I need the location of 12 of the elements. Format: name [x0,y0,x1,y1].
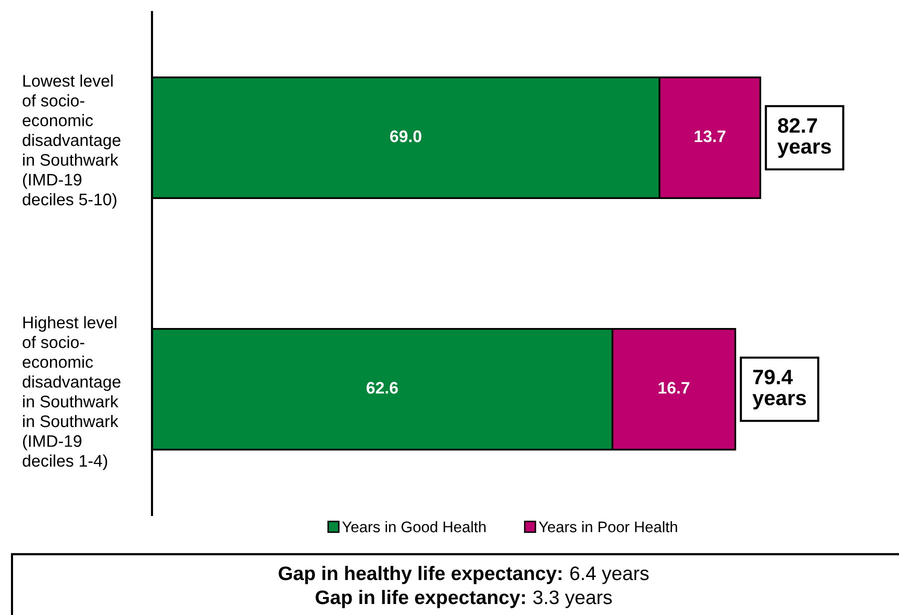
total-label: 79.4 years [752,370,806,410]
data-label: 62.6 [366,382,398,394]
data-label: 13.7 [694,130,726,142]
text: Gap in life expectancy: 3.3 years [316,590,612,608]
legend-label: Years in Good Health [342,521,486,532]
legend-label: Years in Poor Health [538,521,678,532]
total-label: 82.7 years [778,118,831,158]
text: Gap in healthy life expectancy: 6.4 years [278,566,649,584]
y-tick-label: Lowest level of socio- economic disadvantage in Southwark (IMD-19 deciles 5-10) [22,74,120,209]
y-tick-label: Highest level of socio- economic disadvantage in Southwark in Southwark (IMD-19 deciles 1-4) [22,316,120,470]
data-label: 16.7 [658,382,690,394]
data-label: 69.0 [390,130,422,142]
